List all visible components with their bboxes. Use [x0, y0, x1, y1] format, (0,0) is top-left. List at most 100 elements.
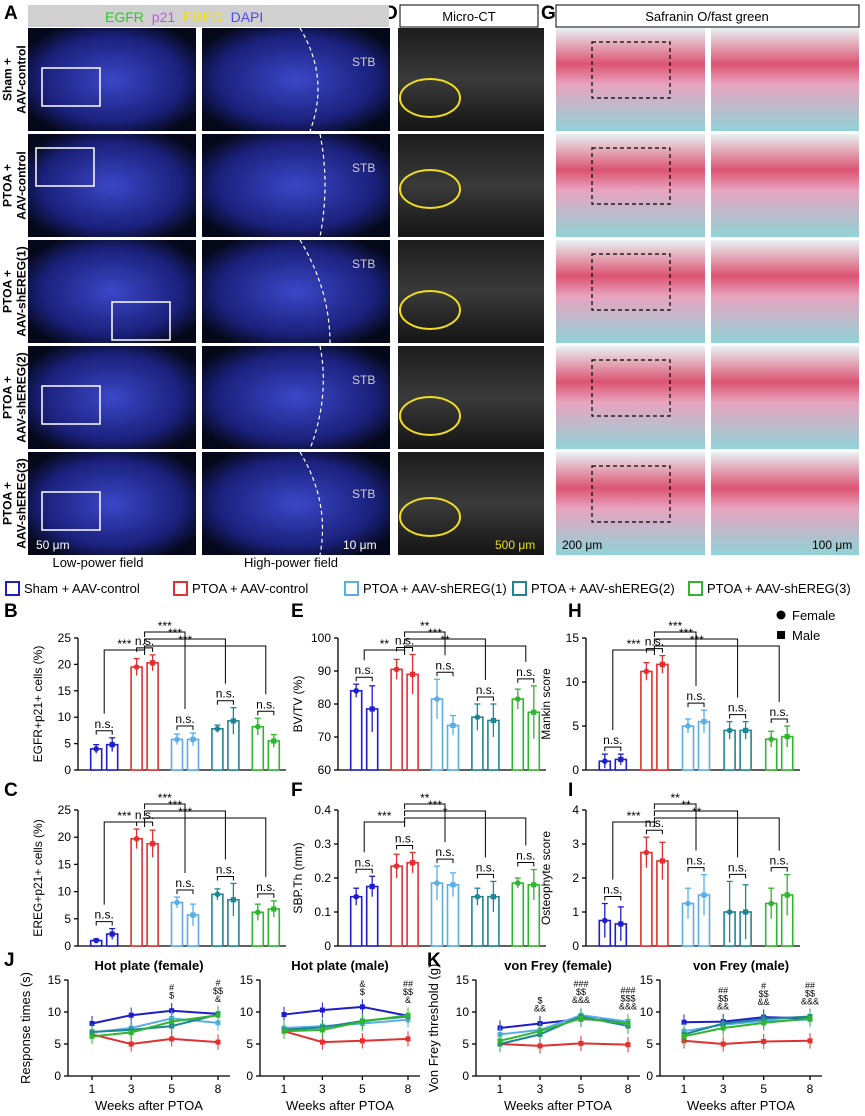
panel-letter-a: A: [4, 3, 18, 24]
series-point-5: [625, 1021, 631, 1027]
comparison-significance-3: ***: [168, 798, 182, 812]
comparison-significance-1: ***: [627, 637, 641, 651]
within-group-significance: n.s.: [256, 697, 275, 711]
within-group-significance: n.s.: [603, 733, 622, 747]
chart-title: von Frey (male): [693, 958, 789, 973]
chart-title: Hot plate (male): [291, 958, 389, 973]
y-tick-label: 15: [566, 631, 580, 645]
panel-letter-h: H: [568, 601, 582, 622]
comparison-significance-1: ***: [377, 809, 391, 823]
imaging-row-4: PTOA +AAV-shEREG(2) STB: [1, 345, 859, 450]
series-point-5: [89, 1033, 95, 1039]
series-point-2: [625, 1042, 631, 1048]
comparison-bracket-1: [363, 821, 406, 853]
comparison-significance-3: ***: [679, 626, 693, 640]
female-mean-point-4: [726, 727, 733, 734]
y-tick-label: 0: [54, 1069, 61, 1083]
high-power-fluorescence-image: [202, 28, 390, 131]
female-mean-point-4: [474, 714, 481, 720]
bar-female-1: [349, 689, 363, 771]
fluor-p21: p21: [152, 9, 176, 25]
series-point-1: [281, 1012, 287, 1018]
male-mean-point-2: [659, 858, 665, 864]
y-tick-label: 0: [462, 1069, 469, 1083]
series-point-5: [319, 1027, 325, 1033]
high-power-label: High-power field: [244, 555, 338, 570]
legend-label-5: PTOA + AAV-shEREG(3): [707, 581, 851, 596]
microct-title-box: [399, 4, 539, 28]
y-tick-label: 0: [64, 763, 71, 777]
fluor-legend: EGFR p21 EREG DAPI: [105, 9, 263, 25]
y-tick-label: 0: [324, 939, 331, 953]
panel-letter-e: E: [291, 601, 304, 622]
row-label-line-2: AAV-control: [14, 45, 28, 113]
y-tick-label: 0.4: [314, 803, 331, 817]
male-mean-point-2: [659, 661, 665, 667]
within-group-bracket: [645, 829, 663, 835]
y-tick-label: 2: [572, 871, 579, 885]
series-point-5: [807, 1015, 813, 1021]
series-point-5: [761, 1020, 767, 1026]
male-mean-point-2: [410, 671, 416, 677]
y-tick-label: 10: [456, 1005, 470, 1019]
y-tick-label: 15: [456, 973, 470, 987]
series-line-1: [91, 1009, 219, 1025]
zoom-box: [41, 385, 101, 425]
y-tick-label: 25: [58, 803, 72, 817]
y-axis-label: SBP.Th (mm): [291, 842, 305, 913]
line-chart-4: von Frey (male) 0 5 10 15 1 3 5 8 Weeks after PTO…: [640, 958, 822, 1113]
bar-female-2: [390, 865, 403, 947]
y-tick-label: 90: [318, 664, 332, 678]
female-mean-point-2: [393, 666, 400, 673]
series-point-2: [319, 1039, 325, 1045]
safranin-high-power-image: [711, 134, 859, 237]
legend-female: Female: [792, 608, 835, 623]
safranin-zoom-box: [591, 41, 671, 99]
bar-chart-b: 0 5 10 15 20 25 EGFR+p21+ cells (%) n.s. n.s. n.s…: [31, 619, 286, 777]
within-group-significance: n.s.: [476, 683, 495, 697]
bar-male-2: [146, 662, 159, 771]
panel-letter-c: C: [4, 780, 18, 801]
within-group-bracket: [216, 700, 234, 705]
male-mean-point-3: [701, 892, 707, 898]
comparison-bracket-1: [612, 649, 655, 731]
x-tick-label: 1: [497, 1082, 504, 1096]
row-label-line-1: PTOA +: [1, 270, 15, 313]
row-label-line-2: AAV-shEREG(1): [14, 246, 28, 336]
female-mean-point-1: [602, 758, 608, 764]
within-group-bracket: [687, 702, 705, 708]
y-tick-label: 5: [646, 1037, 653, 1051]
significance-annotation: ###: [620, 986, 635, 996]
significance-annotation: &&: [717, 1002, 729, 1012]
male-mean-point-3: [190, 912, 196, 918]
female-mean-point-3: [685, 900, 691, 907]
female-mean-point-3: [174, 899, 180, 906]
stb-label: STB: [352, 373, 375, 387]
female-mean-point-5: [768, 736, 774, 742]
y-tick-label: 10: [566, 675, 580, 689]
series-point-2: [169, 1036, 175, 1042]
panel-letter-j: J: [4, 950, 15, 971]
safranin-low-power-image: [556, 346, 705, 449]
chart-title: von Frey (female): [504, 958, 612, 973]
row-label-line-2: AAV-shEREG(2): [14, 352, 28, 442]
within-group-bracket: [436, 671, 454, 677]
female-mean-point-3: [434, 880, 440, 886]
female-mean-point-3: [685, 723, 691, 729]
comparison-significance-4: ***: [178, 633, 192, 647]
fluor-egfr: EGFR: [105, 9, 144, 25]
high-power-fluorescence-image: [202, 240, 390, 343]
comparison-bracket-4: [653, 645, 780, 702]
bar-male-2: [656, 663, 669, 771]
comparison-significance-3: **: [681, 798, 691, 812]
series-line-5: [683, 1017, 811, 1038]
y-tick-label: 5: [54, 1037, 61, 1051]
male-mean-point-4: [490, 894, 496, 900]
bar-female-2: [130, 666, 143, 771]
within-group-significance: n.s.: [175, 876, 194, 890]
panel-letter-g: G: [541, 3, 556, 24]
microct-image: [398, 452, 544, 555]
comparison-bracket-2: [144, 803, 186, 874]
